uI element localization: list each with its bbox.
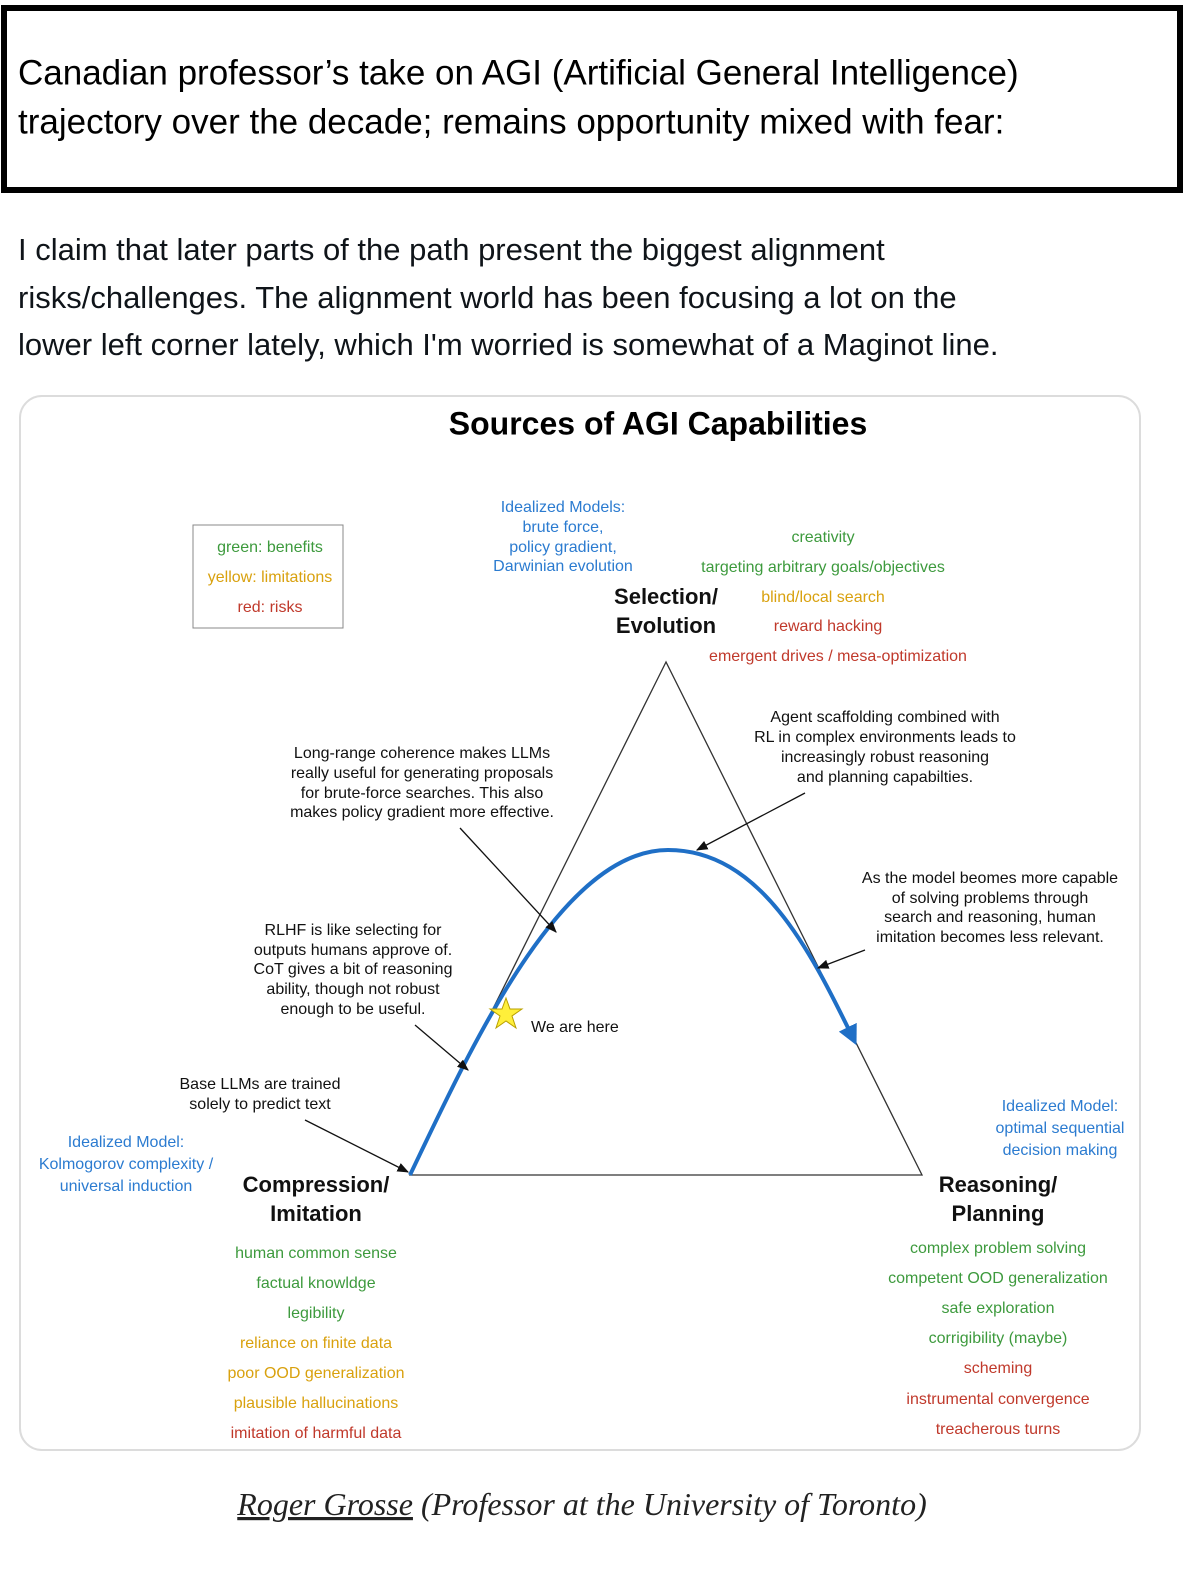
legend-entry: green: benefits [217,539,323,556]
annotation: increasingly robust reasoning [781,749,989,766]
arrow [695,792,806,851]
credit-affiliation: (Professor at the University of Toronto) [421,1486,927,1522]
property-item: legibility [288,1305,345,1322]
diagram-card [19,395,1141,1451]
header-title: trajectory over the decade; remains oppo… [18,102,1004,141]
idealized-model: Idealized Model: [68,1134,185,1151]
trajectory-curve [408,847,857,1176]
idealized-model: Kolmogorov complexity / [39,1156,214,1173]
annotation: for brute-force searches. This also [301,785,544,802]
annotation: CoT gives a bit of reasoning [254,961,453,978]
arrow [304,1119,410,1173]
legend-entry: red: risks [238,599,303,616]
header-title: Canadian professor’s take on AGI (Artifi… [18,53,1019,92]
property-item: reliance on finite data [240,1335,392,1352]
property-item: reward hacking [774,618,883,635]
property-item: instrumental convergence [906,1391,1089,1408]
annotation: RLHF is like selecting for [265,922,443,939]
annotation: makes policy gradient more effective. [290,804,554,821]
idealized-model: optimal sequential [996,1120,1125,1137]
annotation: Long-range coherence makes LLMs [294,745,550,762]
property-item: human common sense [235,1245,397,1262]
post-text: I claim that later parts of the path pre… [18,232,885,267]
annotation: Base LLMs are trained [180,1076,341,1093]
idealized-model: Idealized Model: [1002,1098,1119,1115]
post-text: risks/challenges. The alignment world ha… [18,280,957,315]
corner-label: Selection/ [614,584,718,609]
annotation: and planning capabilties. [797,769,973,786]
property-item: complex problem solving [910,1240,1086,1257]
property-item: imitation of harmful data [231,1425,402,1442]
annotation: enough to be useful. [280,1001,425,1018]
corner-label: Compression/ [243,1172,390,1197]
idealized-model: Idealized Models: [501,499,626,516]
idealized-model: brute force, [523,519,604,536]
annotation: As the model beomes more capable [862,870,1118,887]
annotation: solely to predict text [189,1096,331,1113]
header-box [1,5,1183,193]
property-item: blind/local search [761,589,885,606]
legend-box [192,524,344,629]
star-marker [488,996,524,1030]
annotation: really useful for generating proposals [291,765,553,782]
property-item: plausible hallucinations [234,1395,399,1412]
property-item: scheming [964,1360,1032,1377]
annotation: ability, though not robust [266,981,440,998]
idealized-model: universal induction [60,1178,193,1195]
arrow [459,827,557,933]
corner-label: Planning [952,1201,1045,1226]
annotation: outputs humans approve of. [254,942,452,959]
property-item: poor OOD generalization [228,1365,405,1382]
annotation: RL in complex environments leads to [754,729,1016,746]
annotation: imitation becomes less relevant. [876,929,1104,946]
post-text: lower left corner lately, which I'm worr… [18,327,999,362]
marker-label: We are here [531,1019,619,1036]
legend-entry: yellow: limitations [208,569,332,586]
corner-label: Evolution [616,613,716,638]
credit-name: Roger Grosse [236,1486,413,1522]
arrow [414,1024,469,1071]
property-item: targeting arbitrary goals/objectives [701,559,945,576]
annotation: Agent scaffolding combined with [770,709,999,726]
idealized-model: policy gradient, [509,539,617,556]
property-item: corrigibility (maybe) [929,1330,1068,1347]
annotation: search and reasoning, human [884,909,1096,926]
arrow [816,949,866,969]
corner-label: Imitation [270,1201,362,1226]
property-item: creativity [791,529,854,546]
diagram-title: Sources of AGI Capabilities [449,405,867,441]
idealized-model: Darwinian evolution [493,558,633,575]
property-item: treacherous turns [936,1421,1061,1438]
property-item: emergent drives / mesa-optimization [709,648,967,665]
annotation: of solving problems through [892,890,1089,907]
triangle [408,660,924,1176]
credit: Roger Grosse (Professor at the University… [236,1486,926,1522]
property-item: safe exploration [942,1300,1055,1317]
property-item: factual knowldge [256,1275,375,1292]
corner-label: Reasoning/ [939,1172,1058,1197]
idealized-model: decision making [1003,1142,1118,1159]
property-item: competent OOD generalization [888,1270,1108,1287]
